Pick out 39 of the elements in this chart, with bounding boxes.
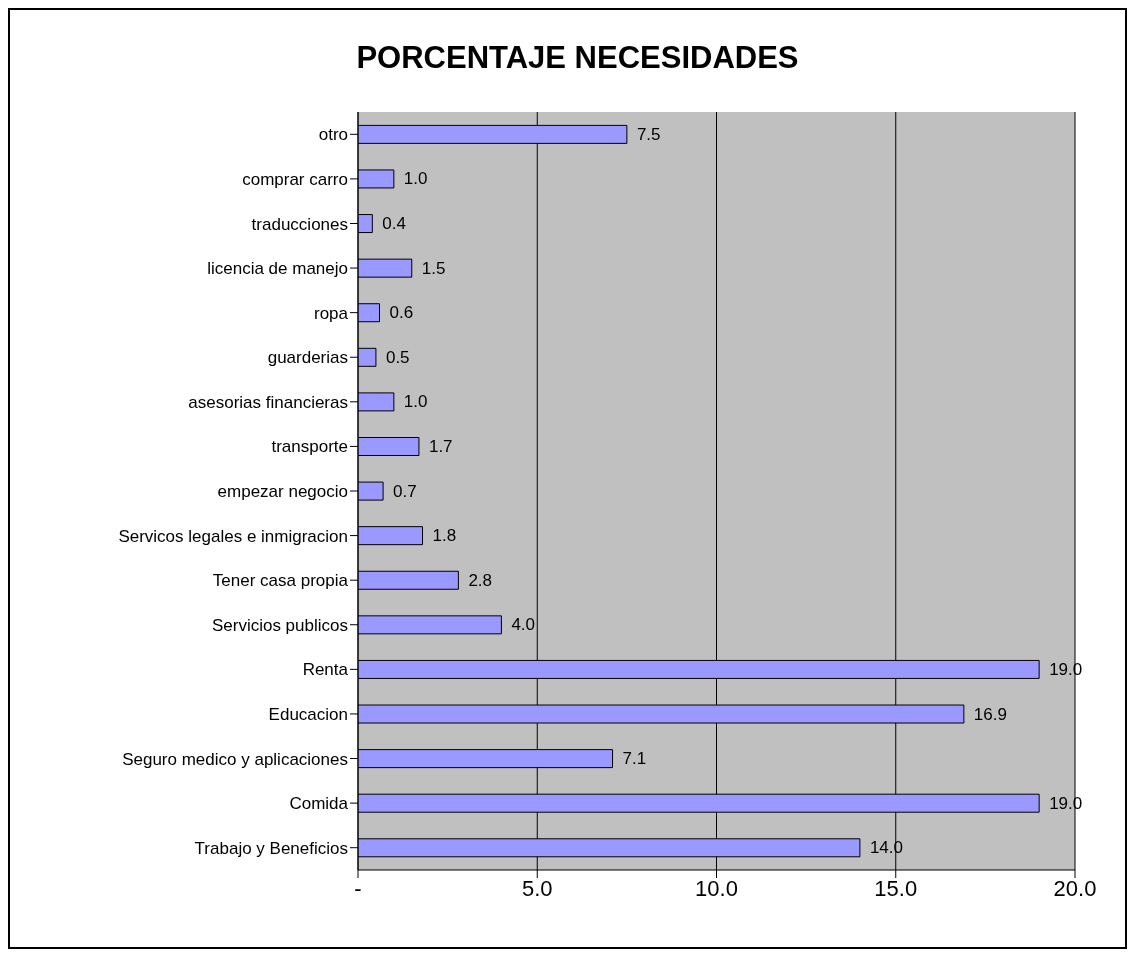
data-label: 2.8 bbox=[468, 570, 493, 590]
data-label: 0.4 bbox=[382, 214, 406, 234]
data-label: 0.5 bbox=[385, 347, 410, 367]
y-tick-label: guarderias bbox=[267, 348, 348, 368]
y-tick-label: Renta bbox=[302, 660, 349, 680]
data-label: 1.0 bbox=[403, 392, 428, 412]
y-tick-label: Servicios publicos bbox=[211, 615, 348, 635]
data-label: 1.8 bbox=[432, 526, 457, 546]
y-tick-label: Servicos legales e inmigracion bbox=[118, 526, 348, 546]
x-tick-label: - bbox=[354, 875, 362, 901]
data-label: 7.1 bbox=[622, 749, 647, 769]
data-label: 4.0 bbox=[511, 615, 536, 635]
y-tick-label: otro bbox=[318, 125, 348, 145]
y-tick-label: Tener casa propia bbox=[212, 571, 349, 591]
data-label: 0.6 bbox=[389, 303, 414, 323]
data-label: 16.9 bbox=[973, 704, 1007, 724]
chart-title: PORCENTAJE NECESIDADES bbox=[355, 39, 800, 77]
data-label: 19.0 bbox=[1049, 659, 1083, 679]
data-label: 19.0 bbox=[1049, 793, 1083, 813]
y-tick-label: Trabajo y Beneficios bbox=[194, 838, 348, 858]
x-tick-label: 5.0 bbox=[521, 875, 553, 901]
y-tick-label: Seguro medico y aplicaciones bbox=[122, 749, 348, 769]
y-tick-label: Educacion bbox=[268, 704, 348, 724]
x-tick-label: 10.0 bbox=[695, 875, 738, 901]
y-tick-label: ropa bbox=[313, 303, 349, 323]
y-tick-label: licencia de manejo bbox=[207, 259, 348, 279]
x-tick-label: 15.0 bbox=[874, 875, 918, 901]
y-tick-label: traducciones bbox=[251, 214, 348, 234]
data-label: 1.0 bbox=[403, 169, 428, 189]
data-label: 1.5 bbox=[421, 258, 446, 278]
y-tick-label: empezar negocio bbox=[217, 482, 348, 502]
y-tick-label: comprar carro bbox=[242, 169, 348, 189]
x-tick-label: 20.0 bbox=[1053, 875, 1097, 901]
data-label: 1.7 bbox=[428, 436, 453, 456]
data-label: 0.7 bbox=[393, 481, 417, 501]
y-tick-label: asesorias financieras bbox=[188, 392, 348, 412]
data-label: 7.5 bbox=[636, 124, 661, 144]
y-tick-label: transporte bbox=[271, 437, 348, 457]
y-tick-label: Comida bbox=[289, 794, 349, 814]
